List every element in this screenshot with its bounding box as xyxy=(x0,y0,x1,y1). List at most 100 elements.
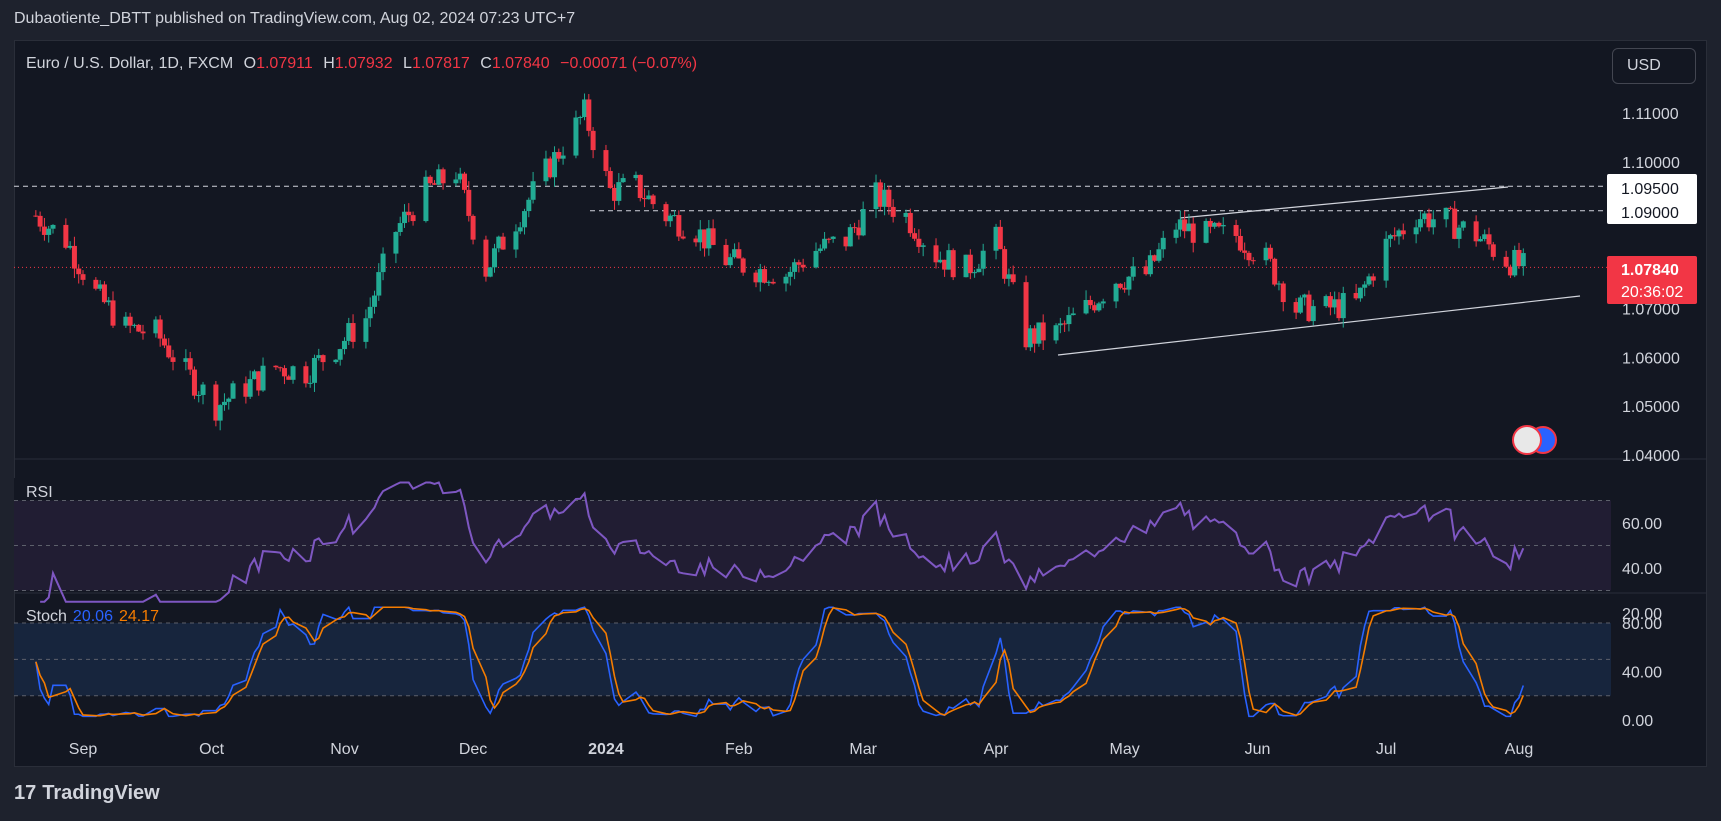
rsi-line xyxy=(40,481,1525,603)
rsi-legend: RSI xyxy=(26,484,53,502)
symbol-legend: Euro / U.S. Dollar, 1D, FXCM O1.07911 H1… xyxy=(26,55,697,73)
candle-body xyxy=(217,405,223,421)
candle-body xyxy=(1507,266,1513,276)
candle-body xyxy=(110,300,116,326)
candle-body xyxy=(97,284,103,289)
candle-body xyxy=(1032,328,1038,344)
candle-body xyxy=(1010,274,1016,283)
candle-body xyxy=(157,319,163,339)
candle-body xyxy=(882,189,888,207)
candle-body xyxy=(440,169,446,184)
price-label-1-09500: 1.09500 xyxy=(1621,181,1679,198)
candle-body xyxy=(136,324,142,332)
candle-body xyxy=(290,366,296,380)
candle-body xyxy=(1143,266,1149,275)
price-axis-label: 1.10000 xyxy=(1622,155,1680,172)
candle-body xyxy=(376,272,382,296)
candle-body xyxy=(1212,222,1218,227)
candle-body xyxy=(1087,300,1093,306)
candle-body xyxy=(1130,266,1136,277)
candle-body xyxy=(1122,287,1128,290)
candle-body xyxy=(311,357,317,383)
candle-body xyxy=(1327,296,1333,308)
candle-body xyxy=(33,215,39,217)
candle-body xyxy=(183,358,189,362)
candle-body xyxy=(847,227,853,247)
change-value: −0.00071 (−0.07%) xyxy=(560,55,698,72)
candle-body xyxy=(63,224,69,248)
candle-body xyxy=(256,371,262,391)
publisher-caption: Dubaotiente_DBTT published on TradingVie… xyxy=(14,10,576,27)
currency-button[interactable]: USD xyxy=(1612,48,1696,84)
candle-body xyxy=(556,152,562,159)
candle-body xyxy=(1417,219,1423,228)
candle-body xyxy=(1383,238,1389,281)
candle-body xyxy=(457,173,463,180)
candle-body xyxy=(912,233,918,239)
candle-body xyxy=(1126,276,1132,290)
candle-body xyxy=(286,376,292,380)
candle-body xyxy=(427,176,433,184)
candle-body xyxy=(1447,207,1453,209)
time-axis-label: 2024 xyxy=(588,741,624,758)
lower-trendline xyxy=(1057,295,1581,356)
candle-body xyxy=(1186,223,1192,232)
candle-body xyxy=(1452,208,1458,239)
candle-body xyxy=(492,248,498,268)
candle-body xyxy=(423,176,429,222)
candle-body xyxy=(436,169,442,185)
candle-body xyxy=(1182,219,1188,232)
time-axis-label: Oct xyxy=(199,741,224,758)
candle-body xyxy=(80,274,86,280)
candle-body xyxy=(1336,299,1342,319)
candle-body xyxy=(1207,220,1213,227)
stoch-d-value: 24.17 xyxy=(118,608,160,625)
last-price-value: 1.07840 xyxy=(1621,262,1679,279)
candle-body xyxy=(676,215,682,237)
candle-body xyxy=(1426,213,1432,228)
candle-body xyxy=(1516,249,1522,267)
candle-body xyxy=(230,383,236,399)
candle-body xyxy=(560,155,566,159)
candle-body xyxy=(517,227,523,232)
price-axis-label: 1.05000 xyxy=(1622,399,1680,416)
candle-body xyxy=(363,318,369,342)
candle-body xyxy=(573,117,579,156)
candle-body xyxy=(1422,213,1428,220)
candle-body xyxy=(453,179,459,184)
candle-body xyxy=(663,204,669,222)
candle-body xyxy=(616,182,622,201)
candle-body xyxy=(483,239,489,277)
candle-body xyxy=(1036,322,1042,344)
us-flag-icon xyxy=(1512,425,1542,455)
open-value: 1.07911 xyxy=(256,55,313,72)
candle-body xyxy=(942,259,948,270)
candle-body xyxy=(1096,303,1102,311)
candle-body xyxy=(822,238,828,249)
level-labels-box xyxy=(1607,174,1697,224)
candle-body xyxy=(890,206,896,217)
candle-body xyxy=(153,319,159,334)
candle-body xyxy=(1310,306,1316,322)
candle-body xyxy=(702,229,708,249)
candle-body xyxy=(633,174,639,179)
candle-body xyxy=(672,215,678,217)
candle-body xyxy=(1057,323,1063,326)
candle-body xyxy=(590,130,596,151)
candle-body xyxy=(706,228,712,249)
candle-body xyxy=(1443,207,1449,220)
stoch-axis-label: 40.00 xyxy=(1622,665,1662,682)
tradingview-logo[interactable]: 17 TradingView xyxy=(14,782,160,805)
candle-body xyxy=(972,272,978,274)
candle-body xyxy=(1023,282,1029,348)
bar-countdown: 20:36:02 xyxy=(1621,284,1683,301)
tradingview-logo-icon: 17 xyxy=(14,782,37,804)
candle-body xyxy=(1332,299,1338,308)
candle-body xyxy=(1216,222,1222,227)
rsi-axis-label: 40.00 xyxy=(1622,561,1662,578)
candle-body xyxy=(792,262,798,272)
candle-body xyxy=(401,211,407,224)
candle-body xyxy=(522,211,528,228)
candle-body xyxy=(963,254,969,278)
